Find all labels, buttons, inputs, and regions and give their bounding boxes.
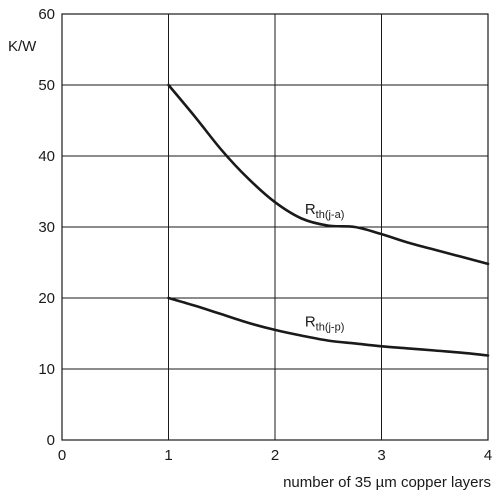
x-axis-label: number of 35 µm copper layers bbox=[283, 474, 491, 491]
x-tick-label: 2 bbox=[271, 447, 279, 464]
series-label-main: R bbox=[305, 201, 316, 218]
y-axis-label: K/W bbox=[8, 38, 37, 55]
series-label-main: R bbox=[305, 313, 316, 330]
series-label-subscript: th(j-a) bbox=[316, 209, 345, 221]
y-tick-label: 20 bbox=[38, 290, 55, 307]
series-label-subscript: th(j-p) bbox=[316, 321, 345, 333]
x-tick-label: 1 bbox=[164, 447, 172, 464]
series-lines bbox=[167, 83, 490, 357]
grid bbox=[61, 13, 489, 441]
series-line-th-j-a bbox=[167, 83, 490, 266]
y-tick-label: 10 bbox=[38, 361, 55, 378]
x-tick-label: 4 bbox=[484, 447, 492, 464]
y-tick-label: 50 bbox=[38, 77, 55, 94]
y-tick-label: 30 bbox=[38, 219, 55, 236]
y-tick-label: 40 bbox=[38, 148, 55, 165]
x-tick-label: 0 bbox=[58, 447, 66, 464]
series-label: Rth(j-a) bbox=[305, 201, 345, 221]
y-tick-label: 60 bbox=[38, 6, 55, 23]
series-label: Rth(j-p) bbox=[305, 313, 345, 333]
series-labels: Rth(j-a)Rth(j-p) bbox=[305, 201, 345, 333]
series-line-th-j-p bbox=[167, 296, 490, 357]
plot-frame bbox=[61, 13, 489, 441]
y-tick-label: 0 bbox=[47, 432, 55, 449]
x-tick-label: 3 bbox=[377, 447, 385, 464]
